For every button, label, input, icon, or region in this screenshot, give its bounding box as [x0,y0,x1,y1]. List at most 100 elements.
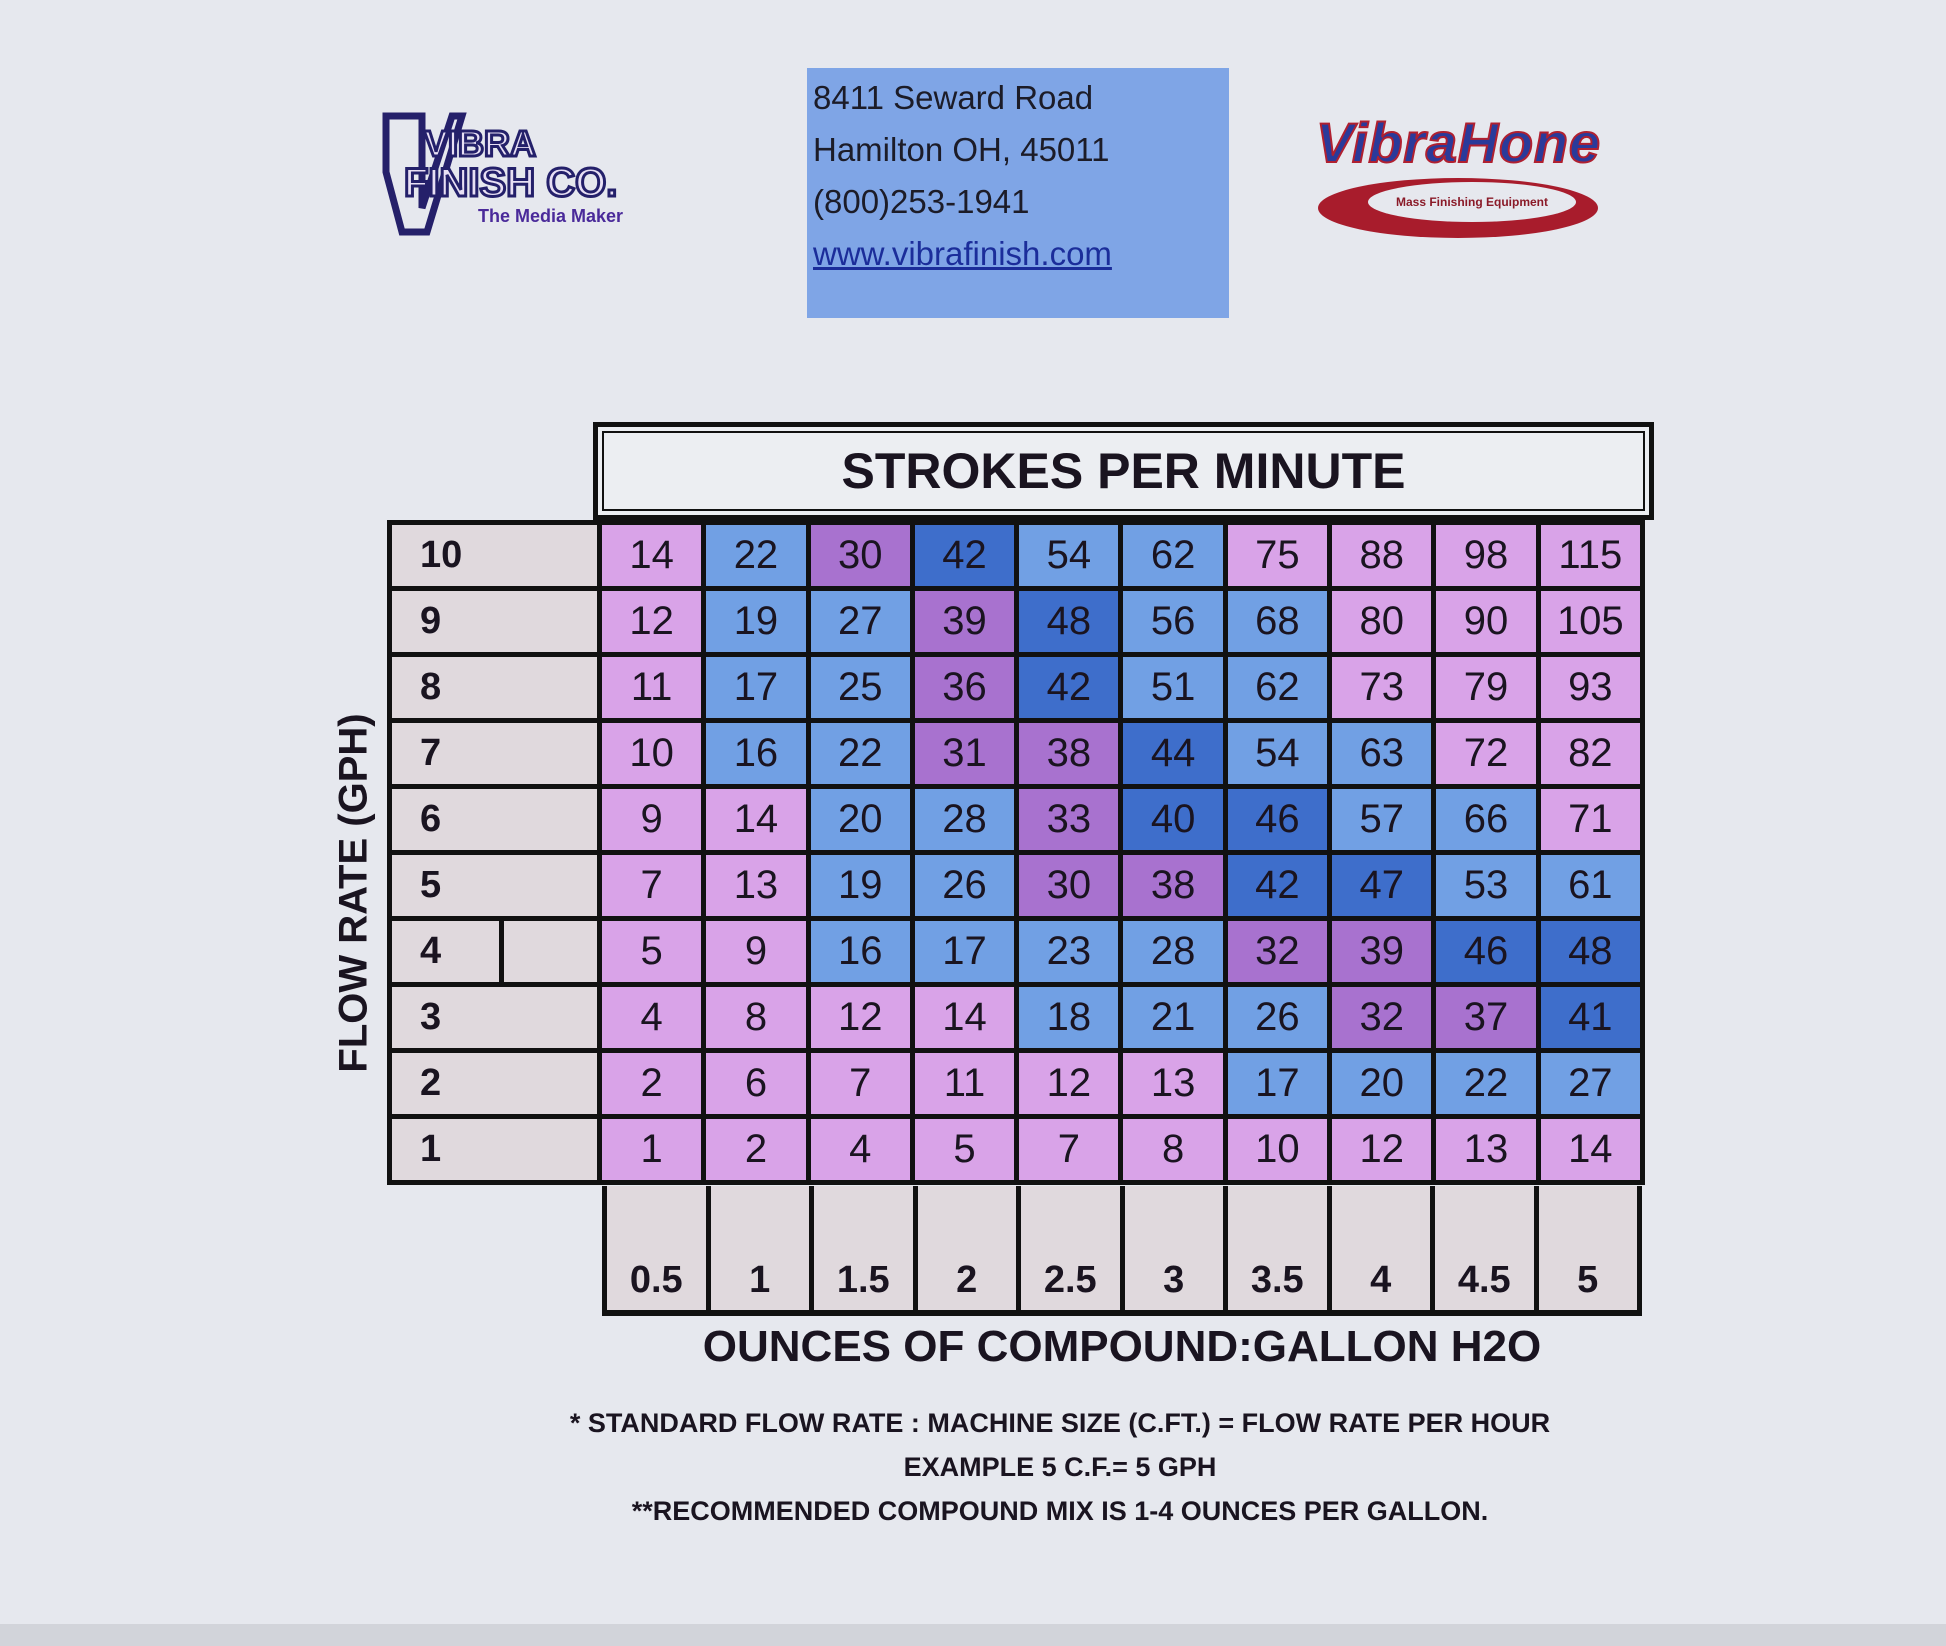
table-cell: 14 [602,525,707,586]
table-cell: 10 [602,723,707,784]
row-label-text: 4 [420,930,442,972]
table-cell: 42 [1227,855,1333,916]
table-cell: 13 [706,855,811,916]
note-standard-flow: * STANDARD FLOW RATE : MACHINE SIZE (C.F… [569,1408,1551,1438]
row-label-text: 6 [420,798,442,840]
table-cell: 1 [602,1119,707,1180]
column-labels: 0.5 1 1.5 2 2.5 3 3.5 4 4.5 5 [602,1186,1642,1316]
table-cell: 7 [1019,1119,1124,1180]
address-street: 8411 Seward Road [813,79,1094,116]
table-cell: 79 [1436,657,1541,718]
table-cell: 41 [1540,987,1645,1048]
table-cell: 93 [1540,657,1645,718]
table-cell: 28 [914,789,1020,850]
row-label-text: 2 [420,1062,442,1104]
table-row: 6 9 14 20 28 33 40 46 57 66 71 [387,789,1645,855]
table-cell: 46 [1436,921,1541,982]
vibrahone-tagline: Mass Finishing Equipment [1396,195,1548,209]
table-cell: 4 [810,1119,915,1180]
table-cell: 53 [1436,855,1541,916]
column-label: 0.5 [607,1186,711,1310]
table-cell: 40 [1123,789,1228,850]
table-cell: 28 [1123,921,1228,982]
table-cell: 44 [1123,723,1228,784]
table-cell: 75 [1227,525,1333,586]
table-cell: 30 [1019,855,1124,916]
table-cell: 105 [1540,591,1645,652]
table-cell: 33 [1019,789,1124,850]
table-cell: 56 [1123,591,1228,652]
table-cell: 39 [914,591,1020,652]
table-cell: 11 [602,657,707,718]
table-cell: 47 [1332,855,1437,916]
table-cell: 7 [602,855,707,916]
table-cell: 32 [1227,921,1333,982]
table-cell: 5 [914,1119,1020,1180]
table-cell: 90 [1436,591,1541,652]
table-cell: 8 [706,987,811,1048]
table-cell: 36 [914,657,1020,718]
table-cell: 5 [602,921,707,982]
row-label: 8 [387,657,602,718]
note-recommended-mix: **RECOMMENDED COMPOUND MIX IS 1-4 OUNCES… [631,1496,1489,1526]
row-label-text: 10 [420,534,463,576]
table-row: 8 11 17 25 36 42 51 62 73 79 93 [387,657,1645,723]
table-cell: 51 [1123,657,1228,718]
table-cell: 62 [1123,525,1228,586]
table-row: 1 1 2 4 5 7 8 10 12 13 14 [387,1119,1645,1185]
logo-tagline: The Media Maker [478,206,623,226]
row-label: 4 [387,921,602,982]
table-cell: 37 [1436,987,1541,1048]
logo-line-2: FINISH CO. [404,161,617,205]
table-cell: 22 [810,723,915,784]
table-cell: 6 [706,1053,811,1114]
row-label-text: 9 [420,600,442,642]
table-cell: 31 [914,723,1020,784]
column-label: 3.5 [1228,1186,1332,1310]
row-label: 1 [387,1119,602,1180]
table-cell: 19 [810,855,915,916]
row-label: 3 [387,987,602,1048]
table-cell: 12 [602,591,707,652]
row-label-text: 8 [420,666,442,708]
column-label: 2 [917,1186,1021,1310]
table-cell: 80 [1332,591,1437,652]
strokes-table: 10 14 22 30 42 54 62 75 88 98 115 9 12 19 27 39 48 56 68 80… [387,520,1645,1185]
column-label: 1.5 [814,1186,918,1310]
vibrahone-logo: VibraHone Mass Finishing Equipment [1315,110,1601,238]
card-edge [0,1624,1946,1646]
table-row: 10 14 22 30 42 54 62 75 88 98 115 [387,520,1645,591]
table-cell: 46 [1227,789,1333,850]
table-row: 7 10 16 22 31 38 44 54 63 72 82 [387,723,1645,789]
row-label: 2 [387,1053,602,1114]
table-cell: 20 [1332,1053,1437,1114]
row-label-text: 3 [420,996,442,1038]
table-cell: 14 [706,789,811,850]
table-cell: 7 [810,1053,915,1114]
table-cell: 4 [602,987,707,1048]
row-label: 6 [387,789,602,850]
table-cell: 10 [1227,1119,1333,1180]
address-box: 8411 Seward Road Hamilton OH, 45011 (800… [807,68,1229,318]
table-row: 2 2 6 7 11 12 13 17 20 22 27 [387,1053,1645,1119]
table-cell: 82 [1540,723,1645,784]
table-cell: 48 [1540,921,1645,982]
row-label: 5 [387,855,602,916]
row-label-text: 1 [420,1128,442,1170]
table-row: 4 5 9 16 17 23 28 32 39 46 48 [387,921,1645,987]
table-cell: 54 [1019,525,1124,586]
table-cell: 14 [1540,1119,1645,1180]
table-cell: 16 [810,921,915,982]
website-link[interactable]: www.vibrafinish.com [813,235,1112,272]
table-cell: 54 [1227,723,1333,784]
table-cell: 57 [1332,789,1437,850]
table-cell: 61 [1540,855,1645,916]
table-cell: 22 [1436,1053,1541,1114]
address-city: Hamilton OH, 45011 [813,131,1110,168]
table-cell: 23 [1019,921,1124,982]
table-cell: 115 [1540,525,1645,586]
table-cell: 26 [1227,987,1333,1048]
table-cell: 12 [1019,1053,1124,1114]
table-cell: 32 [1332,987,1437,1048]
table-cell: 13 [1436,1119,1541,1180]
